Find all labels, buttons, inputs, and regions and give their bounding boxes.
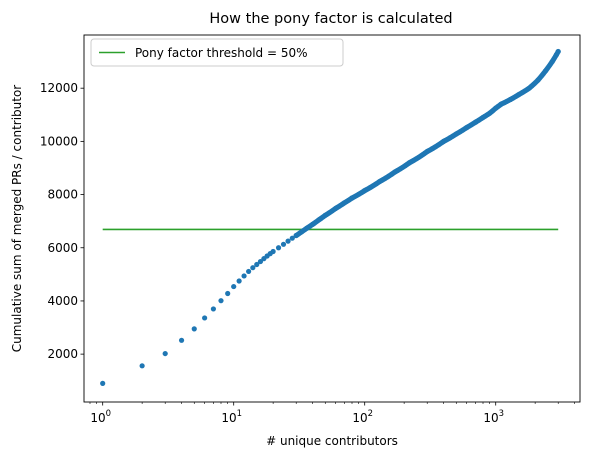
scatter-point xyxy=(270,248,276,255)
legend-label-threshold: Pony factor threshold = 50% xyxy=(135,46,308,60)
scatter-point xyxy=(250,265,256,271)
x-tick-label: 101 xyxy=(221,409,242,425)
scatter-point xyxy=(178,337,185,343)
scatter-point xyxy=(280,241,287,247)
y-axis-ticks: 2000 4000 6000 8000 10000 12000 xyxy=(40,81,84,361)
scatter-point xyxy=(555,49,561,55)
scatter-point xyxy=(289,235,295,241)
scatter-point xyxy=(218,298,224,304)
x-axis-label: # unique contributors xyxy=(266,434,398,448)
x-tick-label: 100 xyxy=(90,409,111,425)
scatter-point xyxy=(202,315,208,321)
legend-box xyxy=(90,38,344,67)
y-tick-label: 4000 xyxy=(47,294,78,308)
x-tick-label: 103 xyxy=(483,409,504,425)
scatter-point xyxy=(225,290,231,297)
x-axis-ticks: 100 101 102 103 xyxy=(89,402,575,425)
y-axis-label: Cumulative sum of merged PRs / contribut… xyxy=(10,85,24,353)
plot-area xyxy=(100,48,561,386)
y-tick-label: 2000 xyxy=(47,347,78,361)
y-tick-label: 10000 xyxy=(40,134,78,148)
x-tick-label: 102 xyxy=(352,409,373,425)
scatter-point xyxy=(275,245,282,251)
scatter-point xyxy=(100,380,106,386)
legend: Pony factor threshold = 50% xyxy=(90,38,344,67)
scatter-point xyxy=(241,273,247,279)
plot-frame xyxy=(83,34,581,403)
scatter-point xyxy=(210,306,217,312)
scatter-point xyxy=(236,278,242,284)
scatter-point xyxy=(191,326,197,332)
chart-title: How the pony factor is calculated xyxy=(209,11,452,27)
y-tick-label: 8000 xyxy=(47,188,78,202)
scatter-point xyxy=(162,350,168,357)
y-tick-label: 6000 xyxy=(47,241,78,255)
scatter-point xyxy=(231,283,237,290)
scatter-point xyxy=(257,258,264,265)
y-tick-label: 12000 xyxy=(40,81,78,95)
scatter-point xyxy=(254,261,260,268)
scatter-point xyxy=(285,238,291,244)
scatter-point xyxy=(139,363,145,369)
scatter-point xyxy=(246,268,252,275)
